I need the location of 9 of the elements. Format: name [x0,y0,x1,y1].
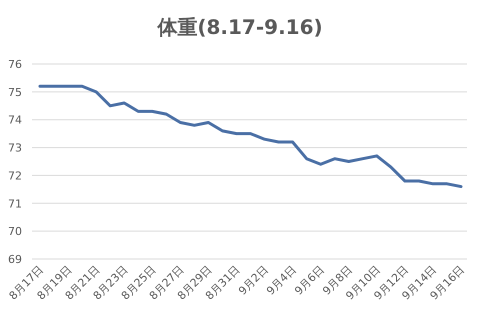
y-tick-label: 73 [8,142,22,155]
y-tick-label: 69 [8,253,22,266]
y-tick-label: 72 [8,169,22,182]
title: 体重(8.17-9.16) [157,15,323,39]
y-tick-label: 71 [8,197,22,210]
y-tick-label: 74 [8,114,22,127]
y-tick-label: 70 [8,225,22,238]
y-tick-label: 75 [8,86,22,99]
y-tick-label: 76 [8,58,22,71]
